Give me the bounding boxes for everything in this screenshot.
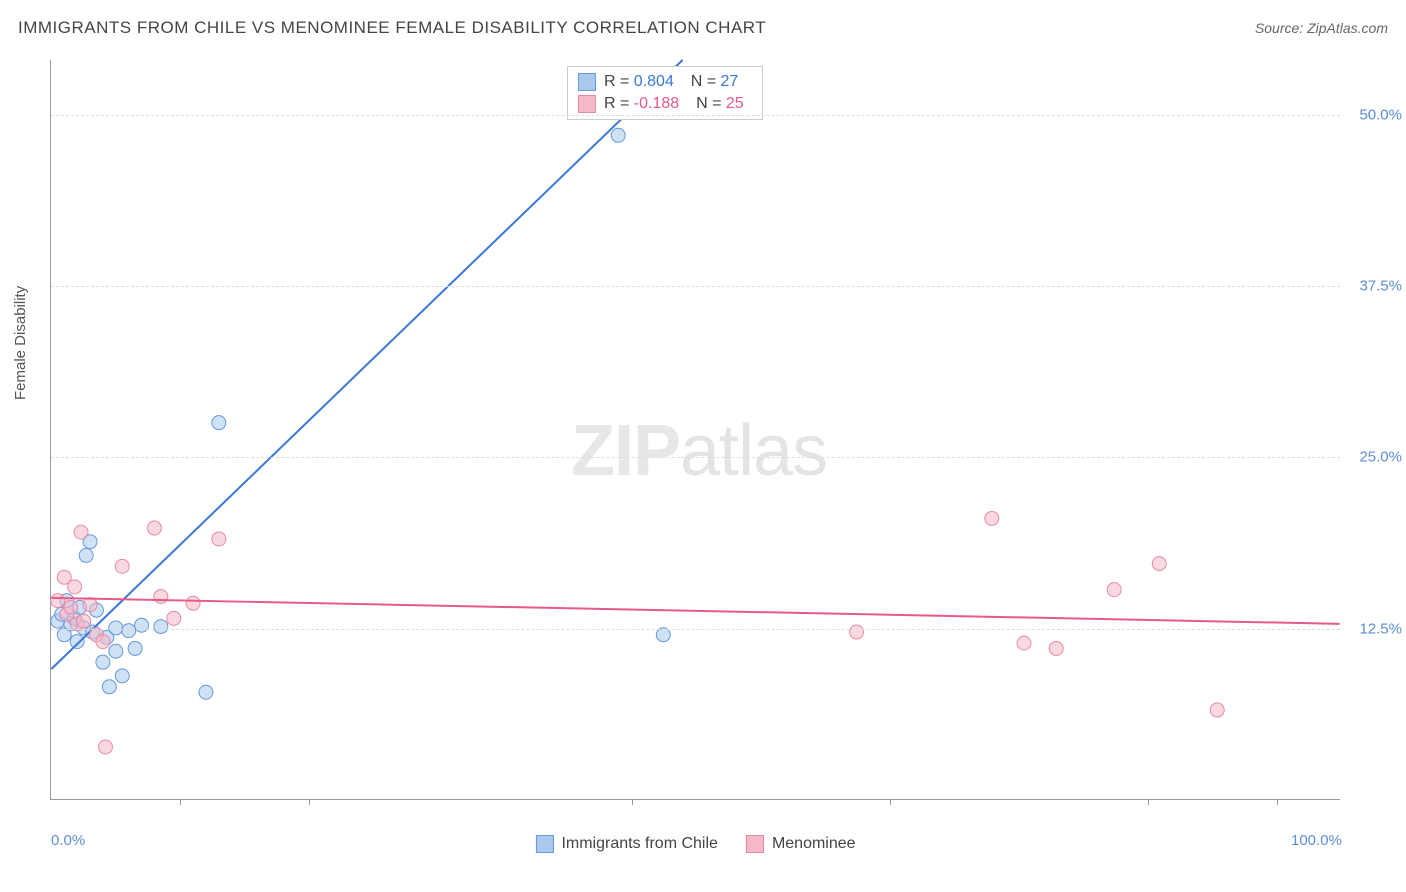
scatter-point <box>109 644 123 658</box>
scatter-point <box>128 641 142 655</box>
legend-swatch-icon <box>535 835 553 853</box>
scatter-point <box>77 614 91 628</box>
y-axis-label: Female Disability <box>12 286 29 400</box>
scatter-point <box>1152 557 1166 571</box>
scatter-point <box>79 548 93 562</box>
scatter-point <box>656 628 670 642</box>
legend-label: Immigrants from Chile <box>561 835 717 853</box>
scatter-point <box>154 589 168 603</box>
chart-title: IMMIGRANTS FROM CHILE VS MENOMINEE FEMAL… <box>18 18 766 38</box>
x-tick-label: 100.0% <box>1291 832 1342 849</box>
stats-legend-box: R = 0.804 N = 27 R = -0.188 N = 25 <box>567 66 763 120</box>
x-tick-label: 0.0% <box>51 832 85 849</box>
scatter-point <box>122 624 136 638</box>
chart-source: Source: ZipAtlas.com <box>1255 20 1388 36</box>
scatter-point <box>98 740 112 754</box>
x-tick-mark <box>1277 799 1278 805</box>
scatter-point <box>51 594 65 608</box>
chart-header: IMMIGRANTS FROM CHILE VS MENOMINEE FEMAL… <box>18 18 1388 38</box>
chart-plot-area: ZIPatlas R = 0.804 N = 27R = -0.188 N = … <box>50 60 1340 800</box>
legend-swatch-icon <box>746 835 764 853</box>
stats-row: R = 0.804 N = 27 <box>578 71 752 93</box>
scatter-point <box>212 532 226 546</box>
y-tick-label: 37.5% <box>1359 278 1402 295</box>
series-legend: Immigrants from Chile Menominee <box>535 835 855 853</box>
trend-line <box>51 60 682 669</box>
scatter-point <box>64 600 78 614</box>
gridline-h <box>51 115 1340 116</box>
scatter-point <box>1017 636 1031 650</box>
gridline-h <box>51 286 1340 287</box>
scatter-point <box>135 618 149 632</box>
scatter-point <box>96 635 110 649</box>
scatter-point <box>1107 583 1121 597</box>
gridline-h <box>51 457 1340 458</box>
y-tick-label: 25.0% <box>1359 449 1402 466</box>
stats-row: R = -0.188 N = 25 <box>578 93 752 115</box>
scatter-point <box>167 611 181 625</box>
scatter-point <box>147 521 161 535</box>
legend-label: Menominee <box>772 835 856 853</box>
scatter-point <box>115 669 129 683</box>
scatter-point <box>102 680 116 694</box>
scatter-svg <box>51 60 1340 799</box>
scatter-point <box>115 559 129 573</box>
legend-swatch-icon <box>578 95 596 113</box>
stats-text: R = -0.188 N = 25 <box>604 95 752 113</box>
scatter-point <box>83 598 97 612</box>
scatter-point <box>985 511 999 525</box>
legend-item: Immigrants from Chile <box>535 835 717 853</box>
scatter-point <box>212 416 226 430</box>
scatter-point <box>70 635 84 649</box>
scatter-point <box>96 655 110 669</box>
scatter-point <box>850 625 864 639</box>
scatter-point <box>74 525 88 539</box>
gridline-h <box>51 629 1340 630</box>
trend-line <box>51 598 1339 624</box>
stats-text: R = 0.804 N = 27 <box>604 73 746 91</box>
x-tick-mark <box>309 799 310 805</box>
x-tick-mark <box>180 799 181 805</box>
x-tick-mark <box>632 799 633 805</box>
scatter-point <box>154 620 168 634</box>
scatter-point <box>1210 703 1224 717</box>
scatter-point <box>186 596 200 610</box>
y-tick-label: 12.5% <box>1359 620 1402 637</box>
scatter-point <box>1049 641 1063 655</box>
y-tick-label: 50.0% <box>1359 106 1402 123</box>
scatter-point <box>199 685 213 699</box>
x-tick-mark <box>890 799 891 805</box>
x-tick-mark <box>1148 799 1149 805</box>
legend-item: Menominee <box>746 835 856 853</box>
scatter-point <box>611 128 625 142</box>
legend-swatch-icon <box>578 73 596 91</box>
scatter-point <box>68 580 82 594</box>
